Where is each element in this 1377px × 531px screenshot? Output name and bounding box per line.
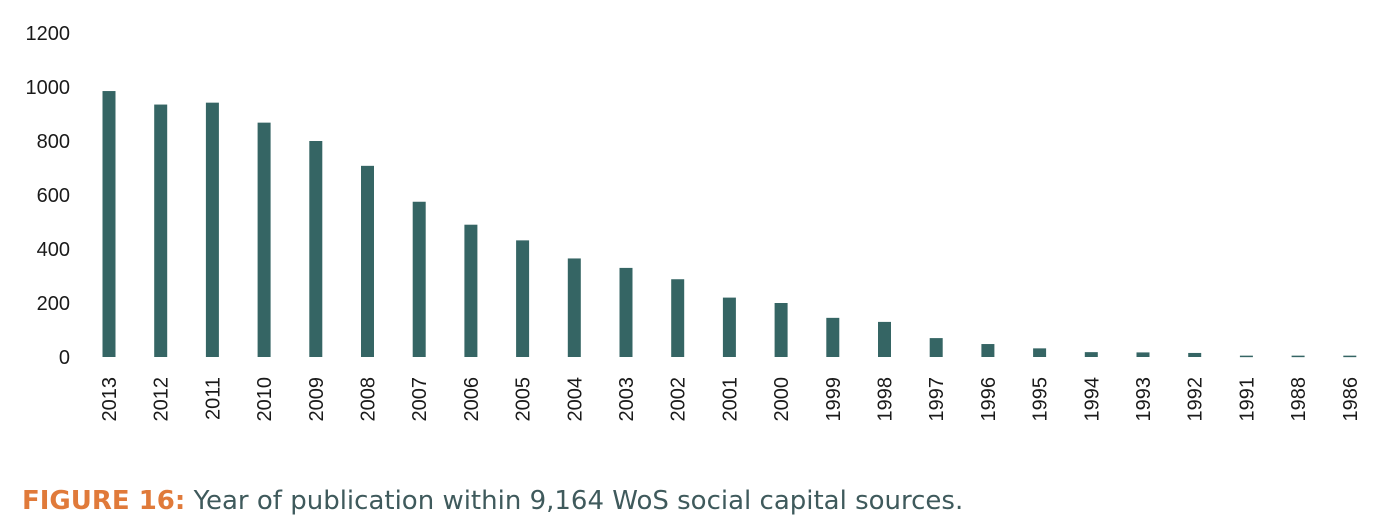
bar <box>1136 352 1150 357</box>
bar <box>1033 348 1047 357</box>
bar <box>516 240 530 357</box>
x-tick-label: 2000 <box>771 377 793 422</box>
x-tick-label: 2008 <box>358 377 380 422</box>
x-tick-label: 1994 <box>1081 377 1103 422</box>
bar <box>309 141 323 357</box>
x-tick-label: 2012 <box>151 377 173 422</box>
x-tick-label: 1995 <box>1030 377 1052 422</box>
bar <box>1291 355 1305 358</box>
bar <box>619 267 633 357</box>
bar <box>1084 352 1098 357</box>
bar <box>722 297 736 357</box>
x-tick-label: 2013 <box>99 377 121 422</box>
y-tick-label: 1200 <box>26 23 71 45</box>
caption-label: FIGURE 16: <box>22 486 186 516</box>
bar <box>567 258 581 357</box>
x-tick-label: 2001 <box>719 377 741 422</box>
x-tick-label: 1998 <box>875 377 897 422</box>
x-tick-label: 2010 <box>254 377 276 422</box>
figure-caption: FIGURE 16: Year of publication within 9,… <box>22 486 963 516</box>
bar <box>671 279 685 357</box>
x-tick-label: 1992 <box>1185 377 1207 422</box>
y-tick-label: 800 <box>37 131 70 153</box>
caption-text: Year of publication within 9,164 WoS soc… <box>185 486 964 516</box>
x-tick-label: 1991 <box>1236 377 1258 422</box>
x-tick-label: 2009 <box>306 377 328 422</box>
y-tick-label: 200 <box>37 293 70 315</box>
x-tick-label: 2007 <box>409 377 431 422</box>
x-axis-ticks: 2013 2012 2011 2010 2009 2008 2007 2006 2005 2004… <box>99 377 1362 422</box>
bar <box>205 102 219 357</box>
bar <box>102 91 116 358</box>
bar <box>1188 352 1202 357</box>
bar <box>361 165 374 357</box>
y-tick-label: 400 <box>37 239 70 261</box>
bar <box>774 303 788 357</box>
bar <box>878 321 891 357</box>
x-tick-label: 2011 <box>202 377 224 420</box>
bar <box>826 317 840 357</box>
x-tick-label: 2006 <box>461 377 483 422</box>
y-tick-label: 1000 <box>26 77 71 99</box>
bar <box>154 104 168 357</box>
x-tick-label: 2003 <box>616 377 638 422</box>
y-axis-ticks: 0 200 400 600 800 1000 1200 <box>26 23 71 369</box>
y-tick-label: 0 <box>59 347 70 369</box>
x-tick-label: 1993 <box>1133 377 1155 422</box>
y-tick-label: 600 <box>37 185 70 207</box>
x-tick-label: 2004 <box>564 377 586 422</box>
x-tick-label: 2005 <box>513 377 535 422</box>
bar <box>257 122 271 357</box>
x-tick-label: 1999 <box>823 377 845 422</box>
x-tick-label: 1986 <box>1340 377 1362 422</box>
x-tick-label: 1988 <box>1288 377 1310 422</box>
bar <box>929 338 943 357</box>
bar <box>981 344 995 357</box>
x-tick-label: 1996 <box>978 377 1000 422</box>
bar <box>412 201 426 357</box>
bars-group <box>102 91 1357 358</box>
bar <box>1343 355 1357 358</box>
x-tick-label: 1997 <box>926 377 948 422</box>
bar <box>464 224 478 357</box>
bar <box>1239 355 1253 358</box>
x-tick-label: 2002 <box>668 377 690 422</box>
